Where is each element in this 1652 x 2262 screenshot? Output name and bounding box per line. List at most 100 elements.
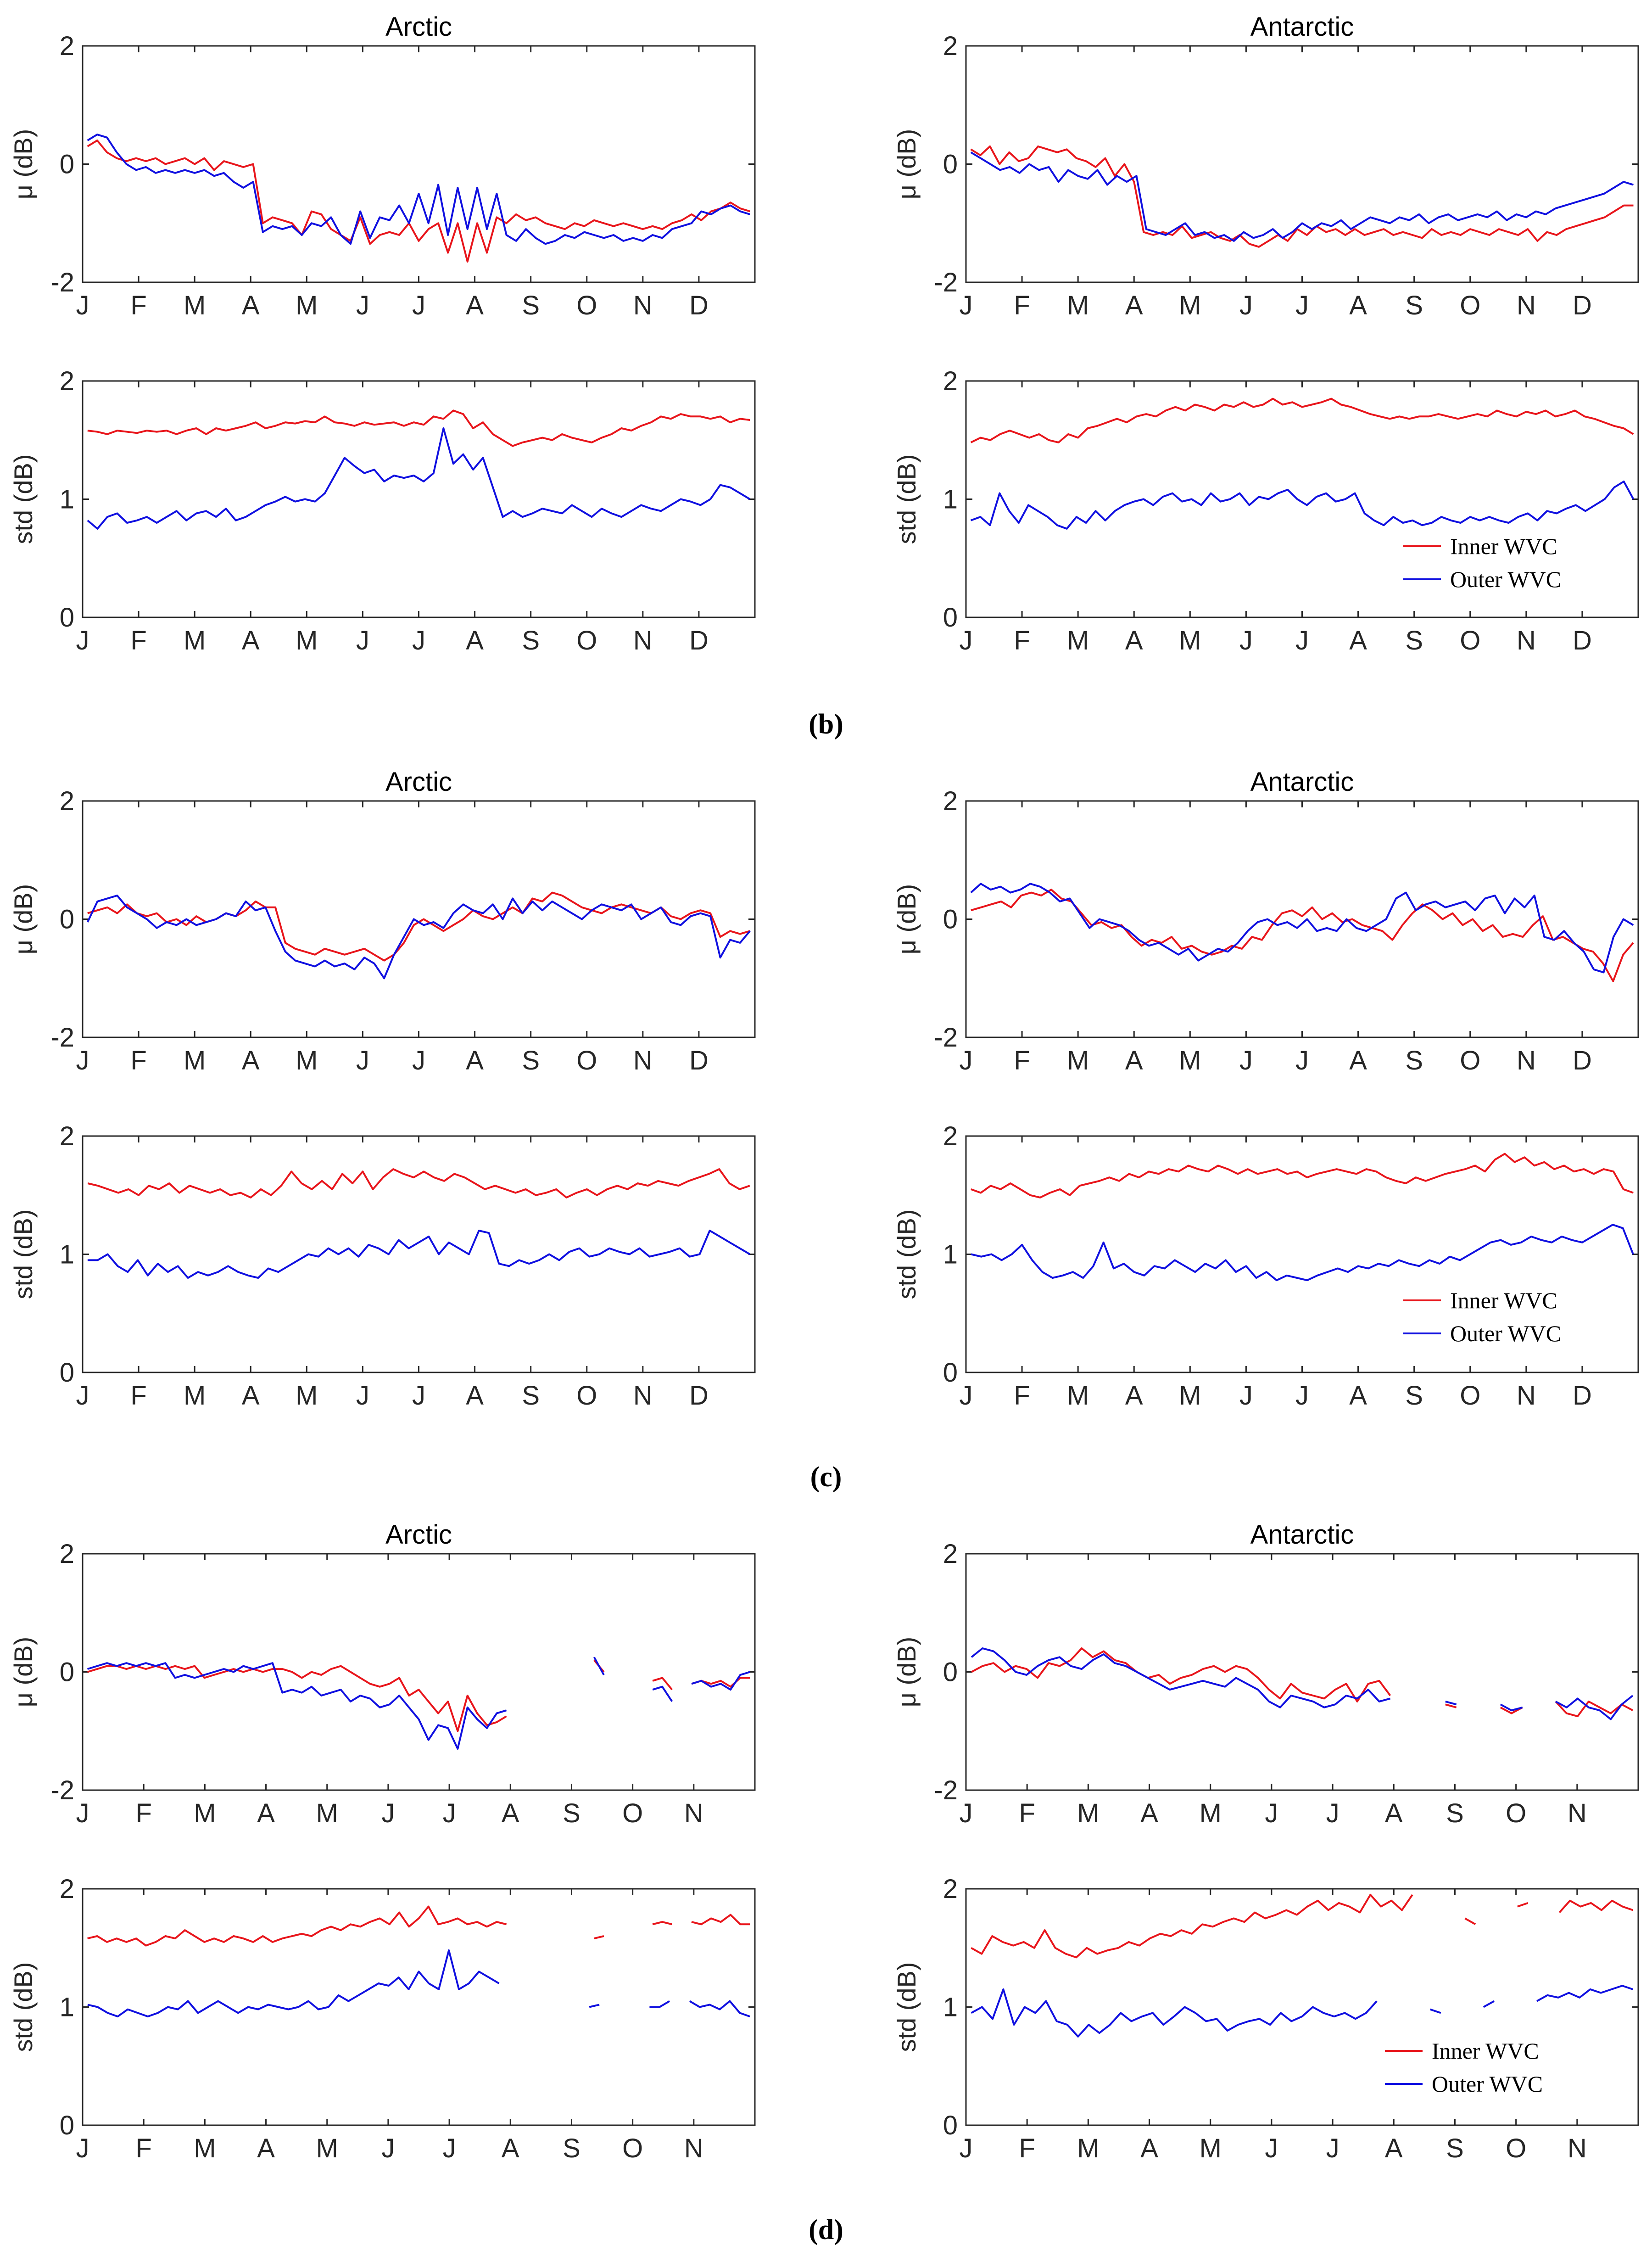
- x-tick-label: A: [1125, 1381, 1143, 1411]
- x-tick-label: M: [1200, 1798, 1222, 1828]
- y-axis-label: std (dB): [892, 1962, 921, 2052]
- x-tick-label: N: [633, 626, 653, 655]
- series-line-outer: [87, 427, 751, 530]
- x-tick-label: D: [689, 626, 709, 655]
- y-tick-label: 0: [943, 1358, 958, 1388]
- series-line-inner: [87, 409, 750, 447]
- x-tick-label: O: [576, 1381, 597, 1411]
- y-tick-label: 0: [943, 905, 958, 935]
- x-tick-label: N: [684, 2133, 703, 2163]
- chart-title: Arctic: [385, 1520, 452, 1550]
- x-tick-label: F: [1019, 2133, 1035, 2163]
- x-tick-label: A: [257, 2133, 275, 2163]
- x-tick-label: S: [1405, 1046, 1423, 1075]
- x-tick-label: S: [522, 626, 540, 655]
- x-tick-label: J: [1295, 626, 1309, 655]
- x-tick-label: N: [1568, 1798, 1587, 1828]
- plot-frame: [82, 380, 756, 618]
- chart-d-antarctic-std: 0 1 2 std (dB) J F M A M J J A S O N: [892, 1874, 1639, 2163]
- x-tick-label: J: [76, 291, 89, 320]
- y-tick-label: 0: [60, 1657, 74, 1687]
- y-axis-label: std (dB): [9, 1209, 38, 1299]
- x-tick-label: M: [296, 1046, 318, 1075]
- y-tick-label: 0: [60, 2111, 74, 2140]
- y-tick-label: 1: [60, 485, 74, 515]
- x-tick-label: O: [1460, 291, 1480, 320]
- y-tick-label: 0: [60, 1358, 74, 1388]
- y-axis-label: μ (dB): [9, 1637, 38, 1708]
- x-tick-label: J: [412, 626, 425, 655]
- x-tick-label: A: [1125, 626, 1143, 655]
- x-tick-label: J: [76, 2133, 89, 2163]
- x-tick-label: S: [1405, 626, 1423, 655]
- x-tick-label: J: [443, 2133, 456, 2163]
- y-tick-label: 2: [943, 366, 958, 396]
- chart-c-antarctic-mu: Antarctic -2 0 2 μ (dB) J F M A M J J A S O N D: [892, 767, 1639, 1075]
- x-tick-label: D: [689, 1381, 709, 1411]
- x-tick-label: M: [184, 291, 206, 320]
- x-tick-label: D: [1573, 291, 1592, 320]
- x-tick-label: J: [1265, 1798, 1278, 1828]
- x-tick-label: J: [356, 1046, 369, 1075]
- x-tick-label: J: [76, 1046, 89, 1075]
- y-axis-label: μ (dB): [9, 884, 38, 955]
- x-tick-label: M: [194, 1798, 216, 1828]
- series-line-outer: [970, 480, 1635, 530]
- x-tick-label: J: [1239, 1046, 1253, 1075]
- plot-frame: [82, 1553, 756, 1791]
- x-tick-label: S: [563, 2133, 580, 2163]
- x-tick-label: A: [1349, 1046, 1367, 1075]
- series-line-inner: [970, 145, 1634, 248]
- x-tick-label: J: [412, 291, 425, 320]
- x-tick-label: O: [1506, 1798, 1526, 1828]
- x-tick-label: A: [502, 2133, 519, 2163]
- x-tick-label: S: [1446, 1798, 1464, 1828]
- x-tick-label: F: [130, 291, 146, 320]
- x-tick-label: A: [1349, 1381, 1367, 1411]
- y-tick-label: 1: [943, 1993, 958, 2022]
- x-tick-label: A: [1349, 626, 1367, 655]
- y-axis-label: μ (dB): [892, 884, 921, 955]
- y-tick-label: 1: [60, 1993, 74, 2022]
- x-tick-label: A: [1385, 1798, 1403, 1828]
- y-tick-label: 0: [943, 1657, 958, 1687]
- y-tick-label: 2: [60, 1874, 74, 1904]
- y-tick-label: -2: [50, 1775, 74, 1805]
- y-tick-label: -2: [934, 1023, 958, 1053]
- x-tick-label: M: [1067, 626, 1089, 655]
- chart-b-antarctic-std: 0 1 2 std (dB) J F M A M J J A S O N D: [892, 366, 1639, 655]
- y-tick-label: 1: [943, 1240, 958, 1270]
- x-tick-label: A: [242, 1046, 260, 1075]
- x-tick-label: J: [1295, 291, 1309, 320]
- x-tick-label: D: [689, 1046, 709, 1075]
- series-line-outer: [87, 1657, 750, 1750]
- chart-c-arctic-mu: Arctic -2 0 2 μ (dB) J F M A M J J A S O N D: [9, 767, 756, 1075]
- x-tick-label: D: [1573, 1046, 1592, 1075]
- chart-b-arctic-std: 0 1 2 std (dB) J F M A M J J A S O N D: [9, 366, 756, 655]
- x-tick-label: F: [135, 2133, 151, 2163]
- x-tick-label: M: [1179, 626, 1201, 655]
- x-tick-label: N: [1517, 291, 1536, 320]
- x-tick-label: J: [1239, 626, 1253, 655]
- y-axis-label: μ (dB): [892, 129, 921, 200]
- chart-d-antarctic-mu: Antarctic -2 0 2 μ (dB) J F M A M J J A S O N: [892, 1520, 1639, 1828]
- series-line-outer: [87, 1230, 751, 1279]
- x-tick-label: O: [622, 2133, 643, 2163]
- chart-title: Arctic: [385, 12, 452, 42]
- x-tick-label: J: [1295, 1381, 1309, 1411]
- legend-outer-label: Outer WVC: [1450, 566, 1561, 592]
- x-tick-label: M: [1179, 1046, 1201, 1075]
- x-tick-label: J: [412, 1381, 425, 1411]
- x-tick-label: J: [960, 1798, 973, 1828]
- x-tick-label: M: [1179, 291, 1201, 320]
- x-tick-label: J: [960, 626, 973, 655]
- x-tick-label: O: [1460, 1381, 1480, 1411]
- x-tick-label: N: [1517, 626, 1536, 655]
- x-tick-label: F: [1019, 1798, 1035, 1828]
- x-tick-label: F: [130, 1046, 146, 1075]
- x-tick-label: N: [1517, 1381, 1536, 1411]
- x-tick-label: A: [502, 1798, 519, 1828]
- x-tick-label: M: [1179, 1381, 1201, 1411]
- chart-panels: Arctic -2 0 2 μ (dB) J F M A M J J A S O N D Antarctic -2 0…: [9, 12, 1639, 2163]
- y-axis-label: μ (dB): [892, 1637, 921, 1708]
